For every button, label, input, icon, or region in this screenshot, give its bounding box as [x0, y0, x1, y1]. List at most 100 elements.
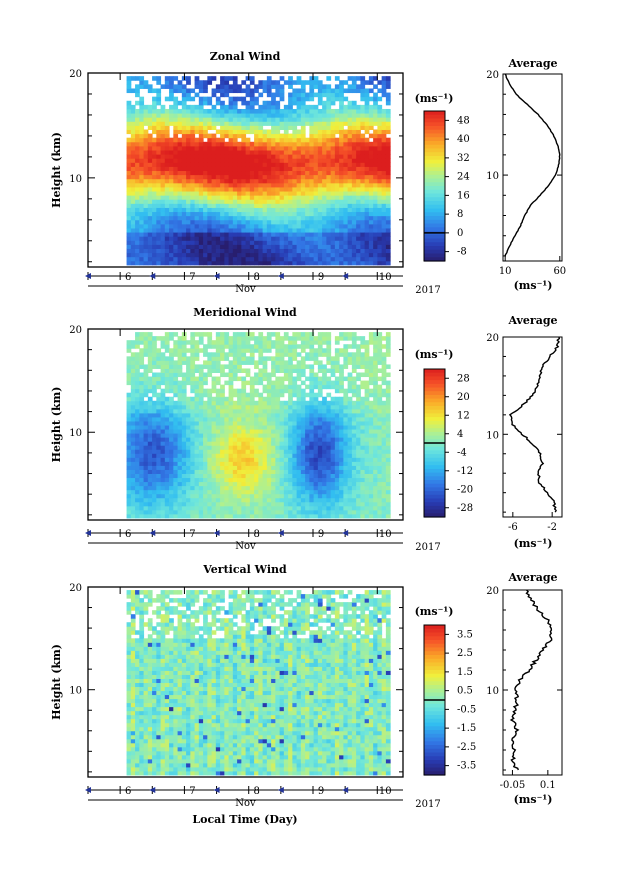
heatmap-cell	[309, 133, 315, 139]
heatmap-cell	[385, 150, 391, 155]
heatmap-cell	[194, 248, 200, 254]
heatmap-cell	[360, 182, 366, 188]
heatmap-cell	[283, 481, 289, 487]
heatmap-cell	[143, 372, 149, 378]
heatmap-cell	[228, 141, 234, 147]
heatmap-cell	[169, 215, 174, 221]
heatmap-cell	[339, 372, 344, 378]
heatmap-cell	[300, 145, 306, 151]
heatmap-cell	[190, 248, 196, 254]
profile-x-tick-label: 60	[553, 266, 566, 277]
heatmap-cell	[334, 412, 340, 418]
heatmap-cell	[317, 376, 323, 382]
heatmap-cell	[300, 344, 306, 349]
heatmap-cell	[317, 223, 323, 229]
heatmap-cell	[339, 453, 344, 458]
heatmap-cell	[275, 84, 281, 89]
heatmap-cell	[220, 248, 225, 254]
heatmap-cell	[245, 125, 251, 130]
heatmap-cell	[152, 145, 157, 151]
heatmap-cell	[313, 166, 319, 172]
heatmap-cell	[296, 129, 302, 135]
heatmap-cell	[262, 186, 268, 192]
heatmap-cell	[169, 236, 174, 241]
heatmap-cell	[220, 215, 225, 221]
heatmap-cell	[186, 129, 191, 135]
heatmap-cell	[330, 416, 336, 422]
heatmap-cell	[220, 437, 225, 442]
heatmap-cell	[232, 416, 238, 422]
heatmap-cell	[296, 199, 302, 204]
heatmap-cell	[343, 497, 349, 503]
heatmap-cell	[326, 113, 332, 118]
heatmap-cell	[385, 252, 391, 258]
heatmap-cell	[275, 211, 281, 217]
heatmap-cell	[266, 158, 272, 163]
heatmap-cell	[258, 376, 264, 382]
heatmap-cell	[220, 457, 225, 462]
heatmap-cell	[339, 256, 344, 262]
heatmap-cell	[169, 248, 174, 254]
heatmap-cell	[198, 416, 204, 422]
heatmap-cell	[232, 137, 238, 143]
heatmap-cell	[198, 244, 204, 249]
heatmap-cell	[347, 141, 353, 147]
heatmap-cell	[249, 199, 255, 204]
heatmap-cell	[220, 166, 225, 172]
heatmap-cell	[279, 437, 285, 442]
heatmap-cell	[207, 445, 213, 450]
heatmap-cell	[326, 150, 332, 155]
heatmap-cell	[300, 400, 306, 406]
heatmap-cell	[237, 376, 242, 382]
heatmap-cell	[126, 469, 132, 474]
heatmap-cell	[343, 162, 349, 167]
heatmap-cell	[326, 408, 332, 414]
heatmap-cell	[169, 145, 174, 151]
heatmap-cell	[322, 195, 327, 200]
heatmap-cell	[266, 84, 272, 89]
heatmap-cell	[181, 186, 187, 192]
heatmap-cell	[169, 174, 174, 180]
heatmap-cell	[173, 256, 179, 262]
heatmap-cell	[152, 489, 157, 495]
heatmap-cell	[385, 219, 391, 225]
heatmap-cell	[177, 485, 183, 491]
heatmap-cell	[139, 178, 145, 184]
heatmap-cell	[190, 186, 196, 192]
heatmap-cell	[326, 145, 332, 151]
heatmap-cell	[126, 252, 132, 258]
heatmap-cell	[135, 117, 140, 122]
heatmap-cell	[288, 481, 293, 487]
heatmap-cell	[300, 449, 306, 454]
heatmap-cell	[147, 125, 153, 130]
heatmap-cell	[211, 513, 217, 519]
heatmap-cell	[317, 227, 323, 233]
heatmap-cell	[232, 256, 238, 262]
heatmap-cell	[152, 191, 157, 196]
heatmap-cell	[339, 252, 344, 258]
heatmap-cell	[228, 485, 234, 491]
heatmap-cell	[126, 429, 132, 434]
heatmap-cell	[126, 396, 132, 402]
heatmap-cell	[322, 493, 327, 499]
heatmap-cell	[309, 129, 315, 135]
heatmap-cell	[313, 493, 319, 499]
heatmap-cell	[194, 477, 200, 483]
heatmap-cell	[224, 485, 230, 491]
heatmap-cell	[296, 117, 302, 122]
heatmap-cell	[241, 133, 247, 139]
heatmap-cell	[232, 493, 238, 499]
heatmap-cell	[177, 236, 183, 241]
heatmap-cell	[228, 513, 234, 519]
heatmap-cell	[322, 372, 327, 378]
heatmap-cell	[237, 445, 242, 450]
heatmap-cell	[143, 497, 149, 503]
heatmap-cell	[322, 400, 327, 406]
heatmap-cell	[249, 336, 255, 341]
heatmap-cell	[300, 227, 306, 233]
heatmap-cell	[266, 121, 272, 126]
heatmap-cell	[156, 469, 162, 474]
heatmap-cell	[322, 100, 327, 106]
heatmap-cell	[181, 199, 187, 204]
heatmap-cell	[309, 80, 315, 85]
